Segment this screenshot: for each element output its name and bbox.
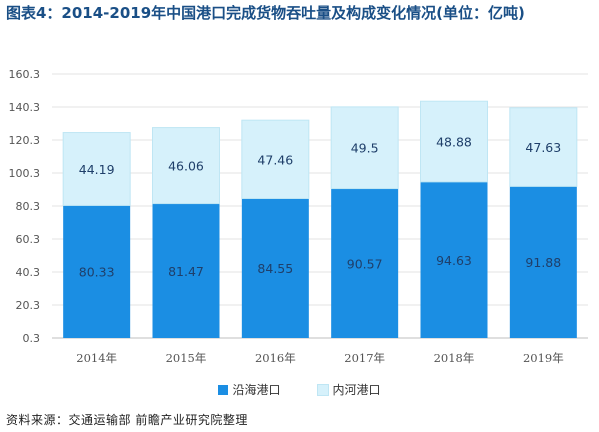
data-label-coastal: 80.33 [79,265,115,280]
y-tick-label: 60.3 [16,233,41,246]
bar-coastal [331,188,399,338]
data-label-coastal: 81.47 [168,264,204,279]
gridlines [52,73,588,339]
y-tick-label: 120.3 [9,134,41,147]
data-label-inland: 47.46 [257,152,293,167]
bar-coastal [420,181,488,338]
source-note: 资料来源：交通运输部 前瞻产业研究院整理 [6,413,248,427]
data-label-inland: 49.5 [351,141,379,156]
legend-item-inland: 内河港口 [316,381,381,398]
legend-item-coastal: 沿海港口 [218,381,281,398]
data-label-inland: 47.63 [525,140,561,155]
bar-inland [62,132,131,206]
x-tick-label: 2016年 [255,351,296,365]
legend-label-inland: 内河港口 [332,383,381,397]
y-axis-ticks: 0.3 20.3 40.3 60.3 80.3 100.3 120.3 140.3 160.3 [9,68,41,345]
y-tick-label: 140.3 [9,101,41,114]
chart-title: 图表4：2014-2019年中国港口完成货物吞吐量及构成变化情况(单位：亿吨) [6,4,525,22]
data-label-coastal: 91.88 [525,255,561,270]
data-label-coastal: 94.63 [436,253,472,268]
legend-swatch-inland [316,383,329,396]
y-tick-label: 160.3 [9,68,41,81]
data-label-inland: 48.88 [436,135,472,150]
bar-inland [152,127,220,205]
bar-inland [420,100,488,183]
x-tick-label: 2019年 [523,351,564,365]
bar-inland [509,107,578,187]
bar-inland [330,106,399,190]
x-tick-label: 2017年 [344,351,385,365]
x-tick-label: 2018年 [434,351,475,365]
y-tick-label: 0.3 [23,332,41,345]
legend-swatch-coastal [218,384,229,395]
bar-inland [241,119,310,199]
data-label-coastal: 84.55 [257,261,293,276]
chart-legend: 沿海港口 内河港口 [0,381,599,398]
bar-coastal [509,186,577,338]
data-label-inland: 46.06 [168,159,204,174]
x-tick-label: 2014年 [76,351,117,365]
data-label-inland: 44.19 [79,162,115,177]
y-tick-label: 20.3 [16,299,41,312]
bar-coastal [152,203,220,338]
y-tick-label: 80.3 [16,200,41,213]
bar-coastal [63,205,131,338]
bar-coastal [241,198,309,338]
x-axis-ticks: 2014年 2015年 2016年 2017年 2018年 2019年 [76,351,563,365]
y-tick-label: 40.3 [16,266,41,279]
bars [62,100,578,338]
y-tick-label: 100.3 [9,167,41,180]
legend-label-coastal: 沿海港口 [232,383,281,397]
data-label-coastal: 90.57 [347,256,383,271]
x-tick-label: 2015年 [166,351,207,365]
data-labels: 80.33 44.19 81.47 46.06 84.55 47.46 90.57 49.5 9… [79,135,561,280]
